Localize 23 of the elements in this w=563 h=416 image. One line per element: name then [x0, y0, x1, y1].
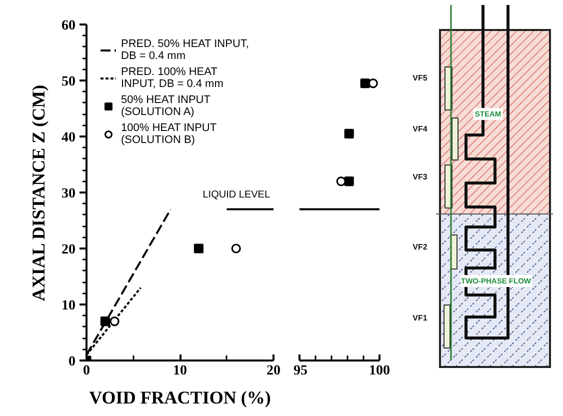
- x-tick-label: 100: [369, 364, 390, 378]
- annotation: LIQUID LEVEL: [202, 189, 270, 200]
- x-axis-title: VOID FRACTION (%): [89, 388, 271, 408]
- legend-label: PRED. 50% HEAT INPUT, DB = 0.4 mm: [121, 38, 249, 62]
- y-tick-label: 40: [62, 130, 76, 146]
- text: VF3: [412, 172, 428, 182]
- x-tick-label: 0: [83, 364, 90, 378]
- text: VF5: [412, 74, 428, 82]
- text: VF1: [412, 314, 428, 322]
- y-tick-label: 10: [62, 298, 76, 314]
- x-tick-label: 95: [294, 364, 308, 378]
- y-tick-label: 50: [62, 74, 76, 90]
- y-tick-label: 30: [62, 186, 76, 202]
- legend-label: 50% HEAT INPUT (SOLUTION A): [121, 94, 210, 118]
- y-axis-title: AXIAL DISTANCE Z (CM): [28, 84, 48, 302]
- y-tick-label: 20: [62, 242, 76, 258]
- x-tick-label: 20: [266, 364, 280, 378]
- legend-label: PRED. 100% HEAT INPUT, DB = 0.4 mm: [121, 66, 224, 90]
- legend-label: 100% HEAT INPUT (SOLUTION B): [121, 122, 217, 146]
- y-tick-label: 60: [62, 18, 76, 34]
- text: VF2: [412, 242, 428, 252]
- text: VF4: [412, 124, 428, 134]
- x-tick-label: 10: [173, 364, 187, 378]
